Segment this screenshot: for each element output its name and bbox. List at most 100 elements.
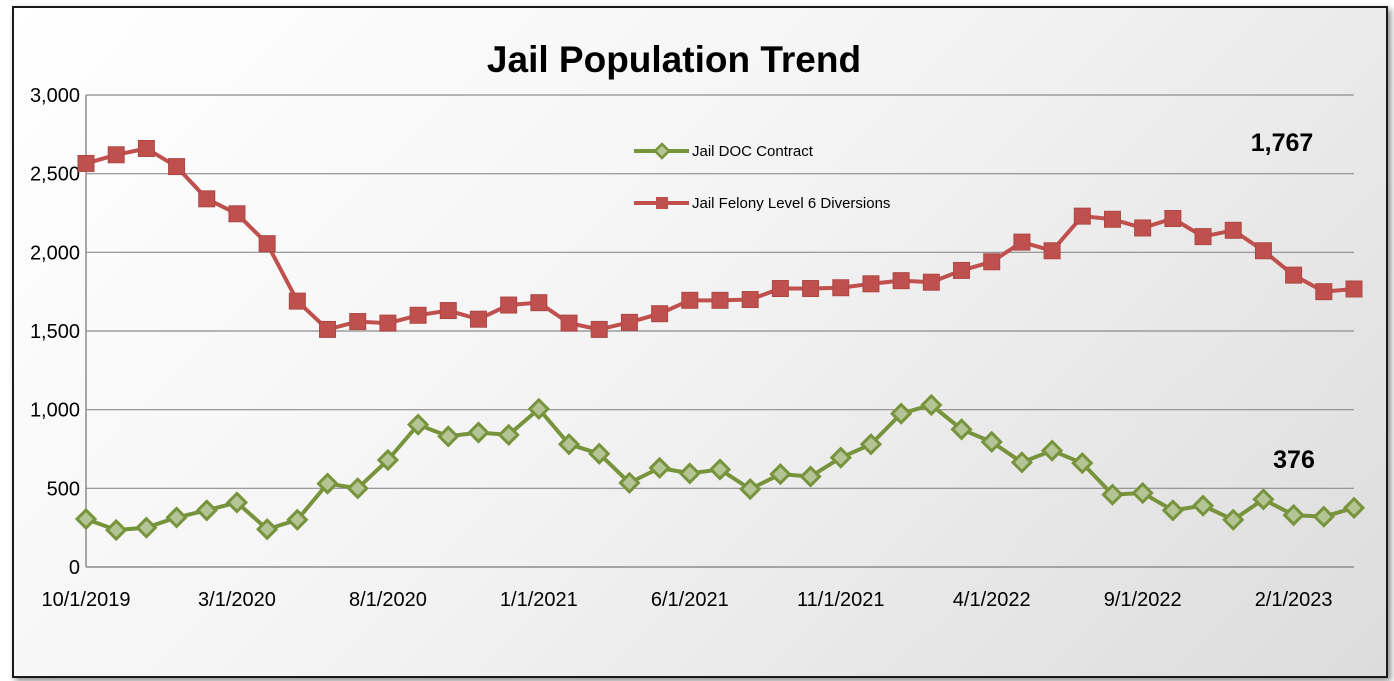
data-point-felony-diversions [741, 291, 759, 309]
data-point-doc-contract [74, 507, 98, 531]
data-point-doc-contract [739, 477, 762, 501]
data-point-doc-contract [497, 423, 520, 446]
data-point-doc-contract [799, 465, 822, 488]
x-tick-label: 2/1/2023 [1255, 589, 1333, 611]
data-point-felony-diversions [620, 313, 638, 331]
chart-frame: Jail Population Trend 0 500 1,000 1,500 2,00… [12, 6, 1388, 678]
data-point-felony-diversions [1164, 210, 1182, 228]
data-point-doc-contract [1131, 481, 1154, 505]
data-point-felony-diversions [530, 294, 548, 312]
data-point-felony-diversions [288, 292, 306, 310]
y-tick-labels: 0 500 1,000 1,500 2,000 2,500 3,000 [30, 85, 80, 579]
x-tick-label: 6/1/2021 [651, 589, 729, 611]
data-point-felony-diversions [892, 272, 910, 290]
data-point-doc-contract [980, 430, 1003, 454]
data-point-doc-contract [1252, 488, 1275, 511]
x-tick-labels: 10/1/2019 3/1/2020 8/1/2020 1/1/2021 6/1/202… [42, 589, 1333, 611]
data-point-felony-diversions [349, 313, 367, 331]
data-point-felony-diversions [77, 154, 95, 172]
data-point-felony-diversions [1224, 221, 1242, 239]
x-tick-label: 11/1/2021 [797, 589, 885, 611]
data-point-doc-contract [1071, 452, 1094, 475]
x-tick-label: 4/1/2022 [953, 589, 1031, 611]
data-point-felony-diversions [1315, 283, 1333, 301]
data-point-felony-diversions [832, 279, 850, 297]
data-point-doc-contract [618, 471, 641, 494]
data-point-doc-contract [527, 397, 550, 421]
data-point-felony-diversions [319, 320, 337, 338]
data-point-doc-contract [859, 433, 883, 456]
y-tick-label: 500 [47, 478, 80, 500]
data-point-doc-contract [769, 463, 792, 486]
data-point-felony-diversions [228, 205, 246, 223]
data-point-felony-diversions [137, 139, 155, 157]
x-tick-label: 1/1/2021 [500, 589, 578, 611]
data-point-doc-contract [648, 456, 671, 480]
data-point-doc-contract [316, 472, 339, 495]
y-tick-label: 0 [69, 557, 80, 579]
data-point-doc-contract [890, 402, 913, 425]
data-point-felony-diversions [1194, 228, 1212, 246]
data-point-felony-diversions [711, 291, 729, 309]
series [74, 139, 1366, 542]
data-point-doc-contract [829, 446, 852, 469]
data-point-felony-diversions [469, 310, 487, 328]
data-point-doc-contract [1101, 483, 1124, 506]
data-point-doc-contract [376, 448, 400, 472]
data-point-doc-contract [708, 458, 732, 481]
data-point-felony-diversions [681, 291, 699, 309]
data-point-doc-contract [165, 506, 188, 529]
end-data-label-felony-diversions: 1,767 [1251, 129, 1314, 157]
legend-marker-felony-diversions [656, 197, 668, 209]
data-point-doc-contract [406, 413, 430, 436]
data-point-doc-contract [1342, 496, 1366, 519]
data-point-felony-diversions [1345, 280, 1363, 298]
data-point-felony-diversions [983, 253, 1001, 271]
data-point-felony-diversions [439, 302, 457, 320]
data-point-felony-diversions [651, 305, 669, 323]
legend-label-doc-contract: Jail DOC Contract [692, 143, 814, 160]
data-point-doc-contract [1282, 503, 1305, 527]
data-point-doc-contract [105, 518, 128, 542]
data-point-doc-contract [256, 518, 279, 541]
x-tick-label: 9/1/2022 [1104, 589, 1182, 611]
data-point-felony-diversions [379, 314, 397, 332]
data-point-doc-contract [1222, 508, 1245, 531]
x-tick-label: 3/1/2020 [198, 589, 276, 611]
data-point-felony-diversions [1134, 219, 1152, 237]
data-point-doc-contract [1161, 499, 1184, 522]
data-point-doc-contract [225, 491, 249, 514]
end-data-label-doc-contract: 376 [1273, 446, 1315, 474]
y-tick-label: 1,500 [30, 321, 80, 343]
data-point-doc-contract [1010, 451, 1034, 474]
data-point-doc-contract [286, 508, 309, 531]
data-point-doc-contract [950, 418, 973, 441]
data-point-doc-contract [195, 499, 218, 522]
x-tick-label: 10/1/2019 [42, 589, 131, 611]
data-point-felony-diversions [560, 314, 578, 332]
data-point-doc-contract [135, 516, 158, 539]
data-point-felony-diversions [168, 158, 186, 176]
x-tick-label: 8/1/2020 [349, 589, 427, 611]
data-point-felony-diversions [1073, 207, 1091, 225]
y-tick-label: 3,000 [30, 85, 80, 107]
data-point-felony-diversions [1013, 233, 1031, 251]
data-point-felony-diversions [1254, 242, 1272, 260]
data-point-felony-diversions [1103, 210, 1121, 228]
data-point-doc-contract [467, 421, 490, 444]
data-point-doc-contract [1191, 494, 1215, 517]
data-point-doc-contract [346, 477, 369, 500]
y-tick-label: 1,000 [30, 400, 80, 422]
y-tick-label: 2,500 [30, 164, 80, 186]
data-point-felony-diversions [258, 235, 276, 253]
y-tick-label: 2,000 [30, 242, 80, 264]
data-point-doc-contract [557, 433, 581, 456]
data-point-felony-diversions [1043, 242, 1061, 260]
legend: Jail DOC Contract Jail Felony Level 6 Di… [634, 142, 890, 212]
data-point-doc-contract [1312, 505, 1335, 528]
data-point-felony-diversions [802, 280, 820, 298]
data-point-doc-contract [1040, 439, 1064, 462]
data-point-felony-diversions [922, 273, 940, 291]
data-point-doc-contract [920, 393, 943, 417]
axes [85, 95, 1354, 568]
